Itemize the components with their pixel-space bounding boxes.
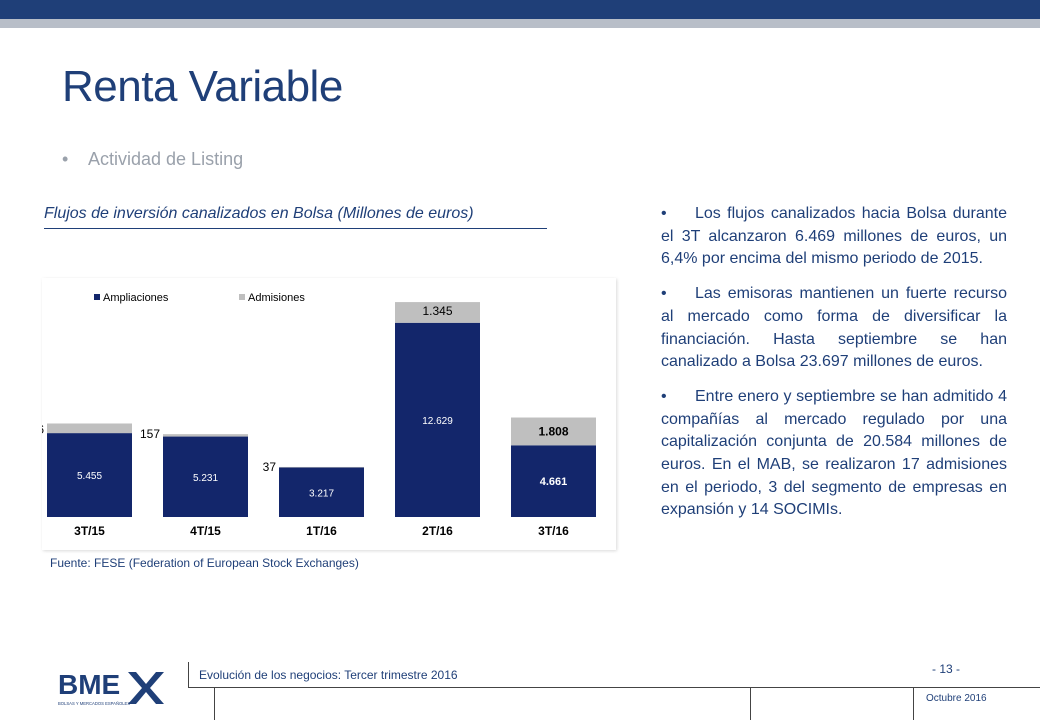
bullet-list: • Los flujos canalizados hacia Bolsa dura… (661, 203, 1007, 534)
legend-swatch (94, 294, 100, 300)
bar-ampliaciones (511, 445, 596, 517)
top-banner-stripe (0, 19, 1040, 28)
section-subtitle: • Actividad de Listing (62, 149, 243, 170)
x-tick-label: 1T/16 (306, 524, 337, 538)
x-tick-label: 2T/16 (422, 524, 453, 538)
footer-divider (188, 687, 1040, 688)
bullet-item: • Las emisoras mantienen un fuerte recurs… (661, 283, 1007, 374)
x-tick-label: 3T/15 (74, 524, 105, 538)
stacked-bar-chart: Ampliaciones Admisiones 5.455 626 3T/15 5.231… (42, 292, 596, 538)
chart-container: Ampliaciones Admisiones 5.455 626 3T/15 5.231… (42, 278, 616, 550)
footer-divider (750, 688, 751, 720)
bullet-dot: • (661, 387, 667, 405)
data-label-ampliaciones: 12.629 (422, 416, 453, 427)
x-tick-label: 4T/15 (190, 524, 221, 538)
data-label-admisiones: 37 (263, 460, 277, 474)
chart-heading: Flujos de inversión canalizados en Bolsa… (44, 205, 547, 229)
bar-ampliaciones (47, 433, 132, 517)
bullet-item: • Los flujos canalizados hacia Bolsa dura… (661, 203, 1007, 271)
data-label-admisiones: 626 (42, 422, 44, 436)
bar-ampliaciones (163, 436, 248, 517)
data-label-ampliaciones: 4.661 (540, 476, 568, 488)
subtitle-text: Actividad de Listing (88, 149, 244, 169)
page-number: - 13 - (932, 662, 961, 676)
data-label-ampliaciones: 3.217 (309, 488, 334, 499)
bme-logo: BME BOLSAS Y MERCADOS ESPAÑOLES (58, 664, 168, 713)
bullet-text: Las emisoras mantienen un fuerte recurso… (661, 285, 1007, 371)
bullet-text: Entre enero y septiembre se han admitido… (661, 387, 1007, 519)
data-label-admisiones: 157 (140, 427, 160, 441)
footer-divider (214, 688, 215, 720)
page-title: Renta Variable (62, 62, 343, 111)
data-label-ampliaciones: 5.231 (193, 473, 218, 484)
bme-logo-mark: BME BOLSAS Y MERCADOS ESPAÑOLES (58, 669, 164, 706)
data-label-ampliaciones: 5.455 (77, 471, 102, 482)
top-banner (0, 0, 1040, 19)
bullet-dot: • (661, 205, 667, 222)
legend-label: Admisiones (248, 292, 305, 304)
legend-label: Ampliaciones (103, 292, 169, 304)
logo-wordmark: BME (58, 669, 120, 700)
logo-subtext: BOLSAS Y MERCADOS ESPAÑOLES (58, 701, 130, 706)
bullet-item: • Entre enero y septiembre se han admitid… (661, 386, 1007, 522)
data-label-admisiones: 1.808 (538, 424, 568, 438)
bar-admisiones (395, 302, 480, 323)
bar-admisiones (47, 423, 132, 434)
legend-swatch (239, 294, 245, 300)
x-tick-label: 3T/16 (538, 524, 569, 538)
bar-ampliaciones (279, 467, 364, 517)
footer-divider (913, 688, 914, 720)
footer-divider (188, 662, 189, 687)
footer-title: Evolución de los negocios: Tercer trimes… (199, 668, 458, 682)
subtitle-bullet: • (62, 149, 69, 169)
bar-admisiones (163, 434, 248, 437)
bar-admisiones (279, 466, 364, 468)
chart-source: Fuente: FESE (Federation of European Sto… (50, 556, 359, 570)
bullet-text: Los flujos canalizados hacia Bolsa duran… (661, 205, 1007, 268)
bar-ampliaciones (395, 322, 480, 517)
bar-admisiones (511, 417, 596, 446)
bullet-dot: • (661, 285, 667, 303)
footer-date: Octubre 2016 (926, 693, 987, 704)
data-label-admisiones: 1.345 (422, 304, 452, 318)
